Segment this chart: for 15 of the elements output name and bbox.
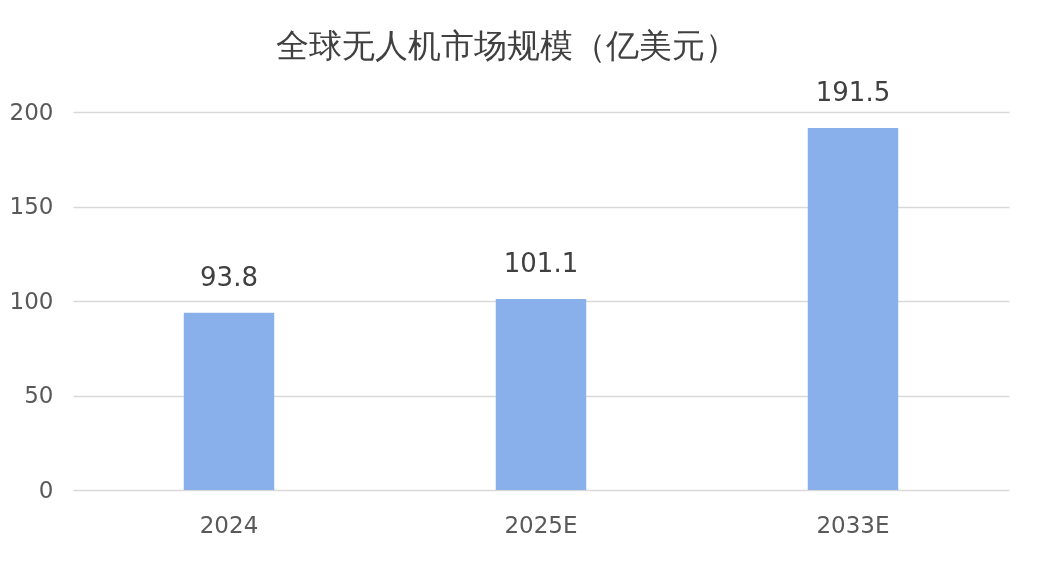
chart-title: 全球无人机市场规模（亿美元）	[276, 26, 738, 66]
x-tick-label: 2024	[199, 511, 259, 538]
y-tick-label: 0	[38, 476, 54, 503]
bar	[495, 298, 587, 490]
bar	[807, 128, 899, 490]
y-tick-label: 100	[9, 287, 54, 314]
y-tick-label: 50	[24, 382, 54, 408]
x-tick-label: 2025E	[504, 511, 578, 538]
y-tick-label: 200	[9, 98, 54, 125]
x-tick-label: 2033E	[816, 511, 890, 538]
data-label: 101.1	[503, 247, 579, 278]
y-tick-label: 150	[9, 193, 54, 219]
data-label: 93.8	[200, 261, 258, 292]
data-label: 191.5	[815, 77, 891, 108]
bar	[183, 312, 275, 490]
